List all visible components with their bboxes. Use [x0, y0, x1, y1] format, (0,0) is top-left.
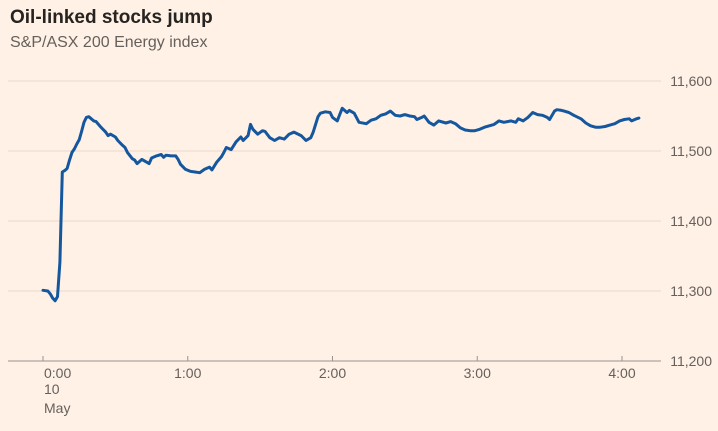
x-axis-label-1:00: 1:00 — [174, 365, 201, 381]
chart-title: Oil-linked stocks jump — [10, 7, 213, 28]
y-axis-label-11400: 11,400 — [670, 213, 712, 229]
x-axis-label-3:00: 3:00 — [464, 365, 491, 381]
chart-header: Oil-linked stocks jump S&P/ASX 200 Energ… — [10, 6, 213, 54]
y-axis-label-11500: 11,500 — [670, 143, 712, 159]
price-line — [41, 106, 641, 303]
y-axis-label-11600: 11,600 — [670, 73, 712, 89]
x-axis-label-4:00: 4:00 — [608, 365, 635, 381]
x-axis-label-0:00: 0:00 — [44, 365, 71, 381]
x-axis-label-2:00: 2:00 — [319, 365, 346, 381]
y-axis-label-11200: 11,200 — [670, 353, 712, 369]
y-axis-label-11300: 11,300 — [670, 283, 712, 299]
chart-subtitle: S&P/ASX 200 Energy index — [10, 34, 208, 51]
x-axis-date-month: May — [44, 400, 70, 416]
x-axis-date-day: 10 — [44, 381, 60, 397]
